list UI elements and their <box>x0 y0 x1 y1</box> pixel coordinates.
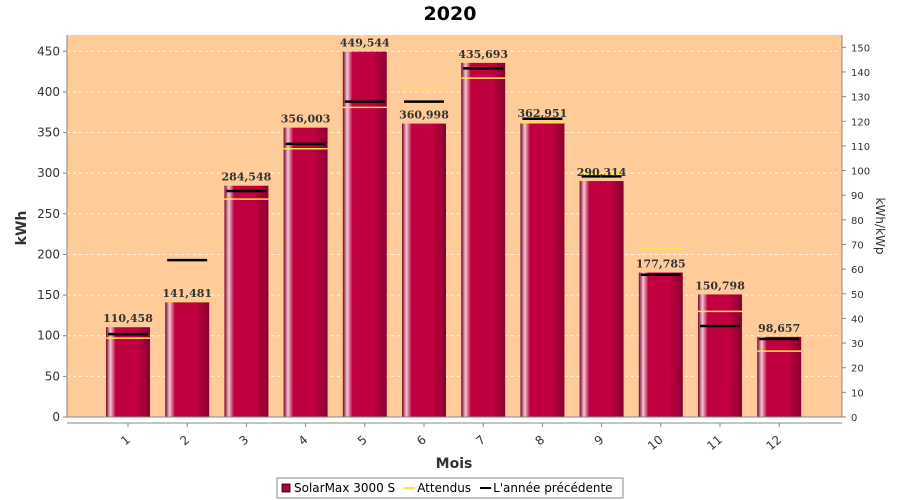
y-tick-label: 300 <box>37 166 60 180</box>
data-label: 362,951 <box>518 107 568 120</box>
bars <box>106 51 802 418</box>
y-axis-title: kWh <box>14 211 30 246</box>
y2-tick-label: 140 <box>851 68 870 79</box>
bar <box>283 127 328 417</box>
legend-label: Attendus <box>417 481 471 495</box>
data-label: 177,785 <box>636 258 686 271</box>
y-tick-label: 350 <box>37 126 60 140</box>
y2-tick-label: 90 <box>851 191 864 202</box>
bar <box>520 122 565 417</box>
legend: SolarMax 3000 S Attendus L'année précédent… <box>276 477 624 499</box>
y-tick-label: 200 <box>37 247 60 261</box>
y-tick-label: 250 <box>37 207 60 221</box>
data-label: 98,657 <box>758 322 800 335</box>
legend-label: L'année précédente <box>493 481 612 495</box>
x-tick-label: 3 <box>236 433 251 449</box>
bar <box>106 327 150 417</box>
y-tick-label: 0 <box>52 410 60 424</box>
data-label: 435,693 <box>458 48 508 61</box>
y-tick-label: 50 <box>45 369 60 383</box>
y-tick-label: 400 <box>37 85 60 99</box>
data-label: 150,798 <box>695 279 745 292</box>
data-label: 356,003 <box>281 113 331 126</box>
bar <box>165 302 210 417</box>
x-tick-label: 6 <box>414 433 429 449</box>
x-tick-label: 9 <box>592 433 607 449</box>
x-tick-label: 1 <box>118 433 133 449</box>
x-tick-label: 4 <box>296 433 311 449</box>
bar <box>579 181 624 417</box>
y2-axis-title: kWh/kWp <box>873 198 887 255</box>
y2-tick-label: 130 <box>851 93 870 104</box>
bar <box>698 294 742 417</box>
y2-tick-label: 40 <box>851 314 864 325</box>
data-label: 449,544 <box>340 37 390 50</box>
x-tick-label: 12 <box>763 433 784 454</box>
data-label: 284,548 <box>222 171 272 184</box>
y2-tick-label: 80 <box>851 216 864 227</box>
x-tick-label: 8 <box>532 433 547 449</box>
bar <box>224 185 269 417</box>
x-tick-label: 11 <box>704 433 725 454</box>
x-tick-label: 10 <box>645 433 666 454</box>
y-tick-label: 100 <box>37 329 60 343</box>
bar <box>402 123 446 418</box>
data-label: 290,314 <box>577 166 627 179</box>
y2-tick-label: 110 <box>851 142 870 153</box>
legend-label: SolarMax 3000 S <box>294 481 395 495</box>
y2-tick-label: 10 <box>851 388 864 399</box>
x-axis-title: Mois <box>436 456 473 472</box>
data-label: 141,481 <box>162 287 212 300</box>
y-tick-label: 450 <box>37 44 60 58</box>
x-tick-label: 7 <box>473 433 488 449</box>
legend-swatch <box>281 483 291 493</box>
y2-tick-label: 70 <box>851 240 864 251</box>
y-tick-label: 150 <box>37 288 60 302</box>
data-labels: 110,458 141,481 284,548 356,003 449,544 360,9… <box>103 37 800 335</box>
legend-box <box>276 477 624 499</box>
markers <box>106 67 802 352</box>
y2-tick-label: 60 <box>851 265 864 276</box>
data-label: 360,998 <box>399 109 449 122</box>
y2-tick-label: 0 <box>851 413 857 424</box>
x-tick-label: 5 <box>355 433 370 449</box>
y2-tick-label: 20 <box>851 364 864 375</box>
y2-tick-label: 120 <box>851 117 870 128</box>
bar <box>342 51 387 417</box>
bar <box>461 62 506 418</box>
chart-title: 2020 <box>424 3 477 25</box>
bar <box>638 272 683 417</box>
data-label: 110,458 <box>103 312 153 325</box>
y2-tick-label: 100 <box>851 167 870 178</box>
y2-tick-label: 150 <box>851 43 870 54</box>
bar <box>757 336 802 417</box>
x-tick-label: 2 <box>177 433 192 449</box>
y2-tick-label: 50 <box>851 290 864 301</box>
y2-tick-label: 30 <box>851 339 864 350</box>
